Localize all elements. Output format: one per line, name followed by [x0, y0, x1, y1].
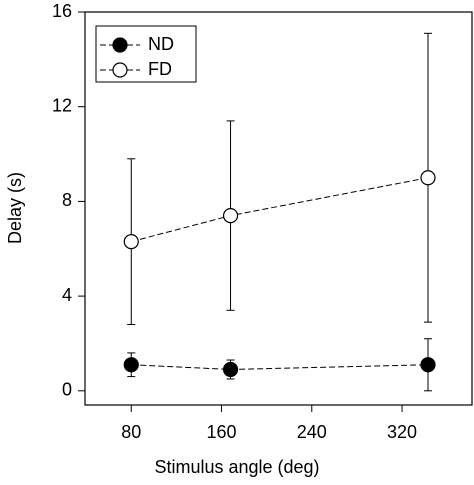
x-axis-label: Stimulus angle (deg): [154, 457, 319, 477]
legend-label: ND: [148, 34, 174, 54]
legend-marker: [112, 37, 128, 53]
y-tick-label: 4: [62, 285, 72, 305]
marker: [123, 357, 139, 373]
x-tick-label: 320: [387, 422, 417, 442]
marker: [420, 357, 436, 373]
x-tick-label: 240: [297, 422, 327, 442]
series-line: [131, 177, 429, 243]
marker: [420, 170, 436, 186]
x-tick-label: 80: [121, 422, 141, 442]
series-line: [131, 364, 429, 370]
y-tick-label: 12: [52, 95, 72, 115]
marker: [222, 208, 239, 224]
y-tick-label: 8: [62, 190, 72, 210]
y-tick-label: 0: [62, 380, 72, 400]
legend-box: [95, 25, 197, 83]
x-tick-label: 160: [206, 422, 236, 442]
marker: [123, 234, 139, 250]
y-tick-label: 16: [52, 1, 72, 21]
y-axis-label: Delay (s): [5, 172, 25, 244]
legend-marker: [112, 62, 128, 78]
plot-frame: [84, 11, 473, 406]
marker: [222, 361, 239, 378]
legend-label: FD: [148, 59, 172, 79]
